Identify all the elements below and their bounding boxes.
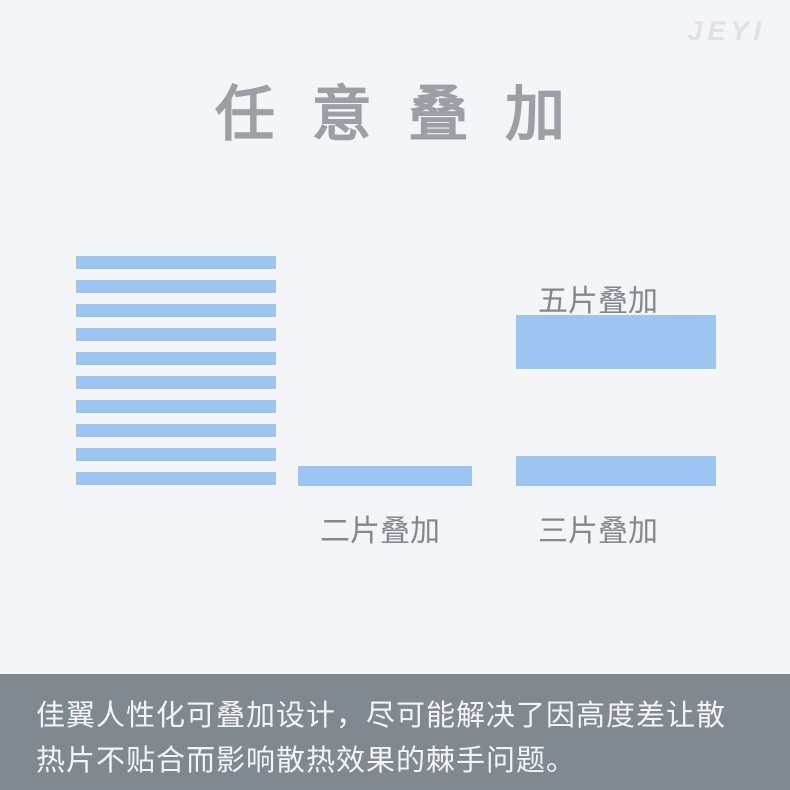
stack-bar xyxy=(76,328,276,341)
stack-label-three: 三片叠加 xyxy=(538,506,658,550)
stack-block-three xyxy=(516,456,716,486)
brand-watermark-text: JEYI xyxy=(687,16,766,46)
stack-block-five xyxy=(516,315,716,369)
stack-bar xyxy=(76,352,276,365)
stack-bar xyxy=(76,280,276,293)
infographic-canvas: JEYI 任 意 叠 加 二片叠加 五片叠加三片叠加 佳翼人性化可叠加设计，尽可能… xyxy=(0,0,790,790)
footer-caption-text: 佳翼人性化可叠加设计，尽可能解决了因高度差让散热片不贴合而影响散热效果的棘手问题… xyxy=(36,700,726,777)
stack-bar xyxy=(76,304,276,317)
brand-watermark: JEYI xyxy=(687,16,766,47)
stack-label-two: 二片叠加 xyxy=(320,506,440,550)
main-title-text: 任 意 叠 加 xyxy=(215,81,575,148)
main-title: 任 意 叠 加 xyxy=(0,66,790,153)
stack-bar xyxy=(76,472,276,485)
stack-bar xyxy=(76,424,276,437)
stack-bar xyxy=(76,400,276,413)
stack-bar xyxy=(76,376,276,389)
stack-block-two xyxy=(298,466,472,486)
footer-caption: 佳翼人性化可叠加设计，尽可能解决了因高度差让散热片不贴合而影响散热效果的棘手问题… xyxy=(0,674,790,790)
stack-bar xyxy=(76,256,276,269)
stack-label-five: 五片叠加 xyxy=(538,276,658,320)
stack-bar xyxy=(76,448,276,461)
